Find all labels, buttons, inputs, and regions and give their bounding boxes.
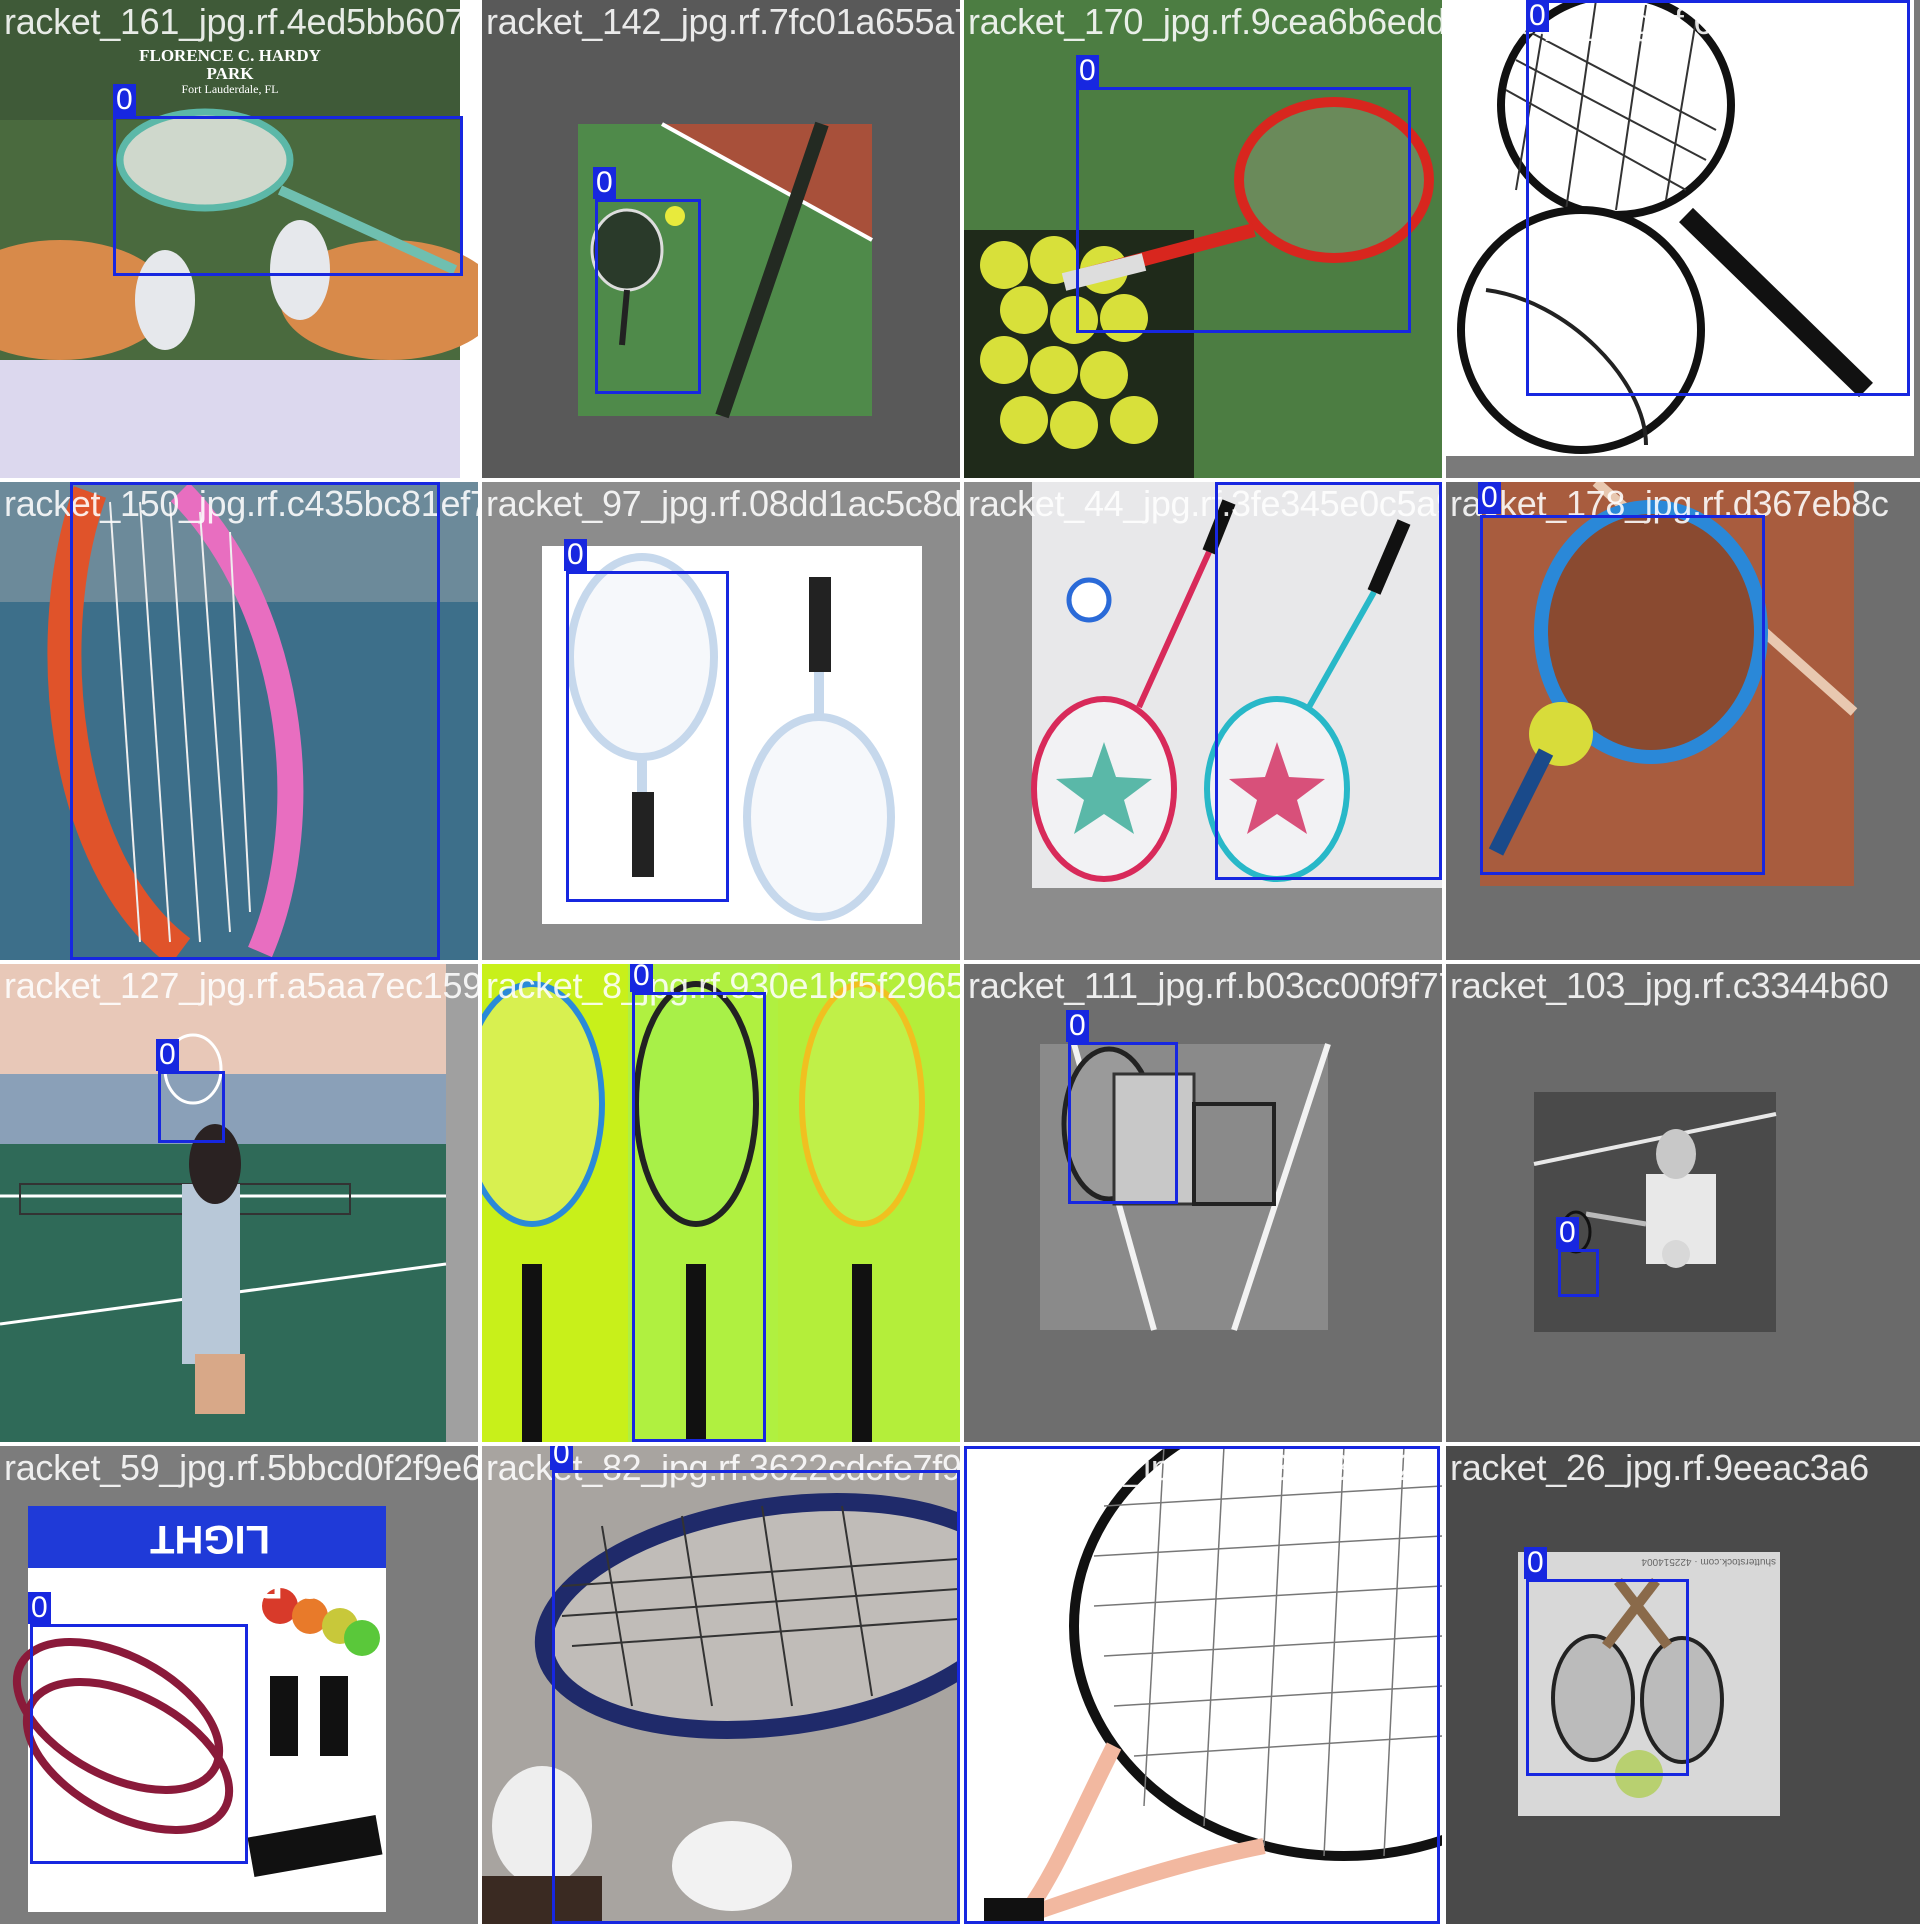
tile-2-class-tag: 0 xyxy=(593,167,616,199)
tile-1-park-city: Fort Lauderdale, FL xyxy=(181,82,279,96)
tile-12-class-tag: 0 xyxy=(1556,1217,1579,1249)
tile-2-bbox[interactable] xyxy=(595,199,701,394)
tile-1-park-word: PARK xyxy=(206,64,254,83)
tile-10-filename: racket_8_jpg.rf.930e1bf5f2965dcet01159 xyxy=(486,965,960,1006)
tile-6-filename: racket_97_jpg.rf.08dd1ac5c8dd97f5b2f2aef xyxy=(486,483,960,524)
tile-6: racket_97_jpg.rf.08dd1ac5c8dd97f5b2f2aef… xyxy=(482,482,960,960)
tile-9-bbox[interactable] xyxy=(158,1071,225,1143)
tile-13-filename: racket_59_jpg.rf.5bbcd0f2f9e6043512a8d xyxy=(4,1447,478,1488)
tile-12-bbox[interactable] xyxy=(1558,1249,1599,1297)
tile-8-bbox[interactable] xyxy=(1480,515,1765,875)
tile-3-bbox[interactable] xyxy=(1076,87,1411,333)
tile-11: racket_111_jpg.rf.b03cc00f9f77859310b3 0 xyxy=(964,964,1442,1442)
tile-11-filename: racket_111_jpg.rf.b03cc00f9f77859310b3 xyxy=(968,965,1442,1006)
tile-12: racket_103_jpg.rf.c3344b60 0 xyxy=(1446,964,1920,1442)
tile-8-image xyxy=(1446,482,1920,960)
tile-15-image xyxy=(964,1446,1442,1924)
tile-3-filename: racket_170_jpg.rf.9cea6b6edd4ddf9feaff xyxy=(968,1,1442,42)
tile-16-image xyxy=(1446,1446,1920,1924)
tile-16: shutterstock.com · 422514004 racket_26_j… xyxy=(1446,1446,1920,1924)
tile-12-filename: racket_103_jpg.rf.c3344b60 xyxy=(1450,965,1889,1006)
tile-13-bbox[interactable] xyxy=(30,1624,248,1864)
tile-5-bbox[interactable] xyxy=(70,482,440,960)
tile-3-class-tag: 0 xyxy=(1076,55,1099,87)
tile-15-bbox[interactable] xyxy=(964,1446,1440,1924)
tile-11-image xyxy=(964,964,1442,1442)
tile-6-class-tag: 0 xyxy=(564,539,587,571)
tile-5-image xyxy=(0,482,478,960)
tile-1: FLORENCE C. HARDY PARK Fort Lauderdale, … xyxy=(0,0,478,478)
tile-13-banner-text: BRO PACKAGE Z-LIGHT xyxy=(37,1517,383,1606)
tile-9-filename: racket_127_jpg.rf.a5aa7ec15915a3d57c912 xyxy=(4,965,478,1006)
tile-9-image xyxy=(0,964,478,1442)
tile-5-filename: racket_150_jpg.rf.c435bc81ef740a6d887e99 xyxy=(4,483,478,524)
tile-7-filename: racket_44_jpg.rf.3fe345e0c5a9e0e158829 xyxy=(968,483,1442,524)
tile-4: racket_4_jpg.rf.6862c189 0 xyxy=(1446,0,1920,478)
tile-2-filename: racket_142_jpg.rf.7fc01a655a7e7481f28ea0 xyxy=(486,1,960,42)
tile-6-bbox[interactable] xyxy=(566,571,729,902)
tile-10-class-tag: 0 xyxy=(630,964,653,992)
tile-13-class-tag: 0 xyxy=(28,1592,51,1624)
tile-4-filename: racket_4_jpg.rf.6862c189 xyxy=(1450,1,1850,42)
tile-1-park-name: FLORENCE C. HARDY xyxy=(139,46,321,65)
tile-8-class-tag: 0 xyxy=(1478,482,1501,514)
tile-10-bbox[interactable] xyxy=(632,992,766,1442)
tile-7-bbox[interactable] xyxy=(1215,482,1442,880)
tile-1-bbox[interactable] xyxy=(113,116,463,276)
tile-16-filename: racket_26_jpg.rf.9eeac3a6 xyxy=(1450,1447,1869,1488)
tile-1-class-tag: 0 xyxy=(113,84,136,116)
tile-11-class-tag: 0 xyxy=(1066,1010,1089,1042)
tile-2-image xyxy=(482,0,960,478)
tile-4-image xyxy=(1446,0,1920,478)
tile-14-class-tag: 0 xyxy=(550,1446,573,1470)
tile-14: racket_82_jpg.rf.3622cdcfe7f9984623a10 0 xyxy=(482,1446,960,1924)
tile-6-image xyxy=(482,482,960,960)
tile-4-class-tag: 0 xyxy=(1526,0,1549,32)
tile-7-image xyxy=(964,482,1442,960)
tile-13: BRO PACKAGE Z-LIGHT racket_59_jpg.rf.5bb… xyxy=(0,1446,478,1924)
tile-14-bbox[interactable] xyxy=(552,1470,960,1924)
tile-9: racket_127_jpg.rf.a5aa7ec15915a3d57c912 … xyxy=(0,964,478,1442)
tile-1-image xyxy=(0,0,478,478)
tile-16-bbox[interactable] xyxy=(1526,1579,1689,1776)
tile-4-bbox[interactable] xyxy=(1526,0,1910,396)
tile-12-image xyxy=(1446,964,1920,1442)
tile-10: racket_8_jpg.rf.930e1bf5f2965dcet01159 0 xyxy=(482,964,960,1442)
tile-5: racket_150_jpg.rf.c435bc81ef740a6d887e99… xyxy=(0,482,478,960)
tile-9-class-tag: 0 xyxy=(156,1039,179,1071)
tile-3: racket_170_jpg.rf.9cea6b6edd4ddf9feaff 0 xyxy=(964,0,1442,478)
tile-1-filename: racket_161_jpg.rf.4ed5bb60700c8df292ee64 xyxy=(4,1,478,42)
tile-15: racket_46_jpg.rf.06383311f2a3843e2b9e10 … xyxy=(964,1446,1442,1924)
tile-15-filename: racket_46_jpg.rf.06383311f2a3843e2b9e10 xyxy=(968,1447,1442,1488)
tile-13-image xyxy=(0,1446,478,1924)
tile-8: racket_178_jpg.rf.d367eb8c 0 xyxy=(1446,482,1920,960)
tile-16-class-tag: 0 xyxy=(1524,1547,1547,1579)
tile-11-bbox[interactable] xyxy=(1068,1042,1178,1204)
tile-16-watermark: shutterstock.com · 422514004 xyxy=(1641,1556,1776,1567)
tile-14-image xyxy=(482,1446,960,1924)
tile-3-image xyxy=(964,0,1442,478)
tile-7: racket_44_jpg.rf.3fe345e0c5a9e0e158829 0 xyxy=(964,482,1442,960)
tile-10-image xyxy=(482,964,960,1442)
tile-2: racket_142_jpg.rf.7fc01a655a7e7481f28ea0… xyxy=(482,0,960,478)
